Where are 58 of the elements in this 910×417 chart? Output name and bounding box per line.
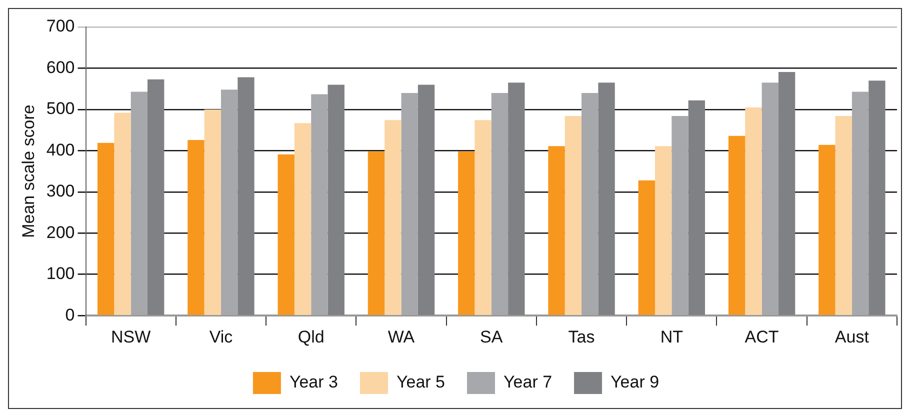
y-tick-label: 400 bbox=[46, 140, 75, 160]
y-tick-label: 600 bbox=[46, 58, 75, 77]
bar bbox=[220, 90, 238, 315]
bar bbox=[654, 146, 672, 315]
y-tick-label: 0 bbox=[65, 305, 75, 324]
bar bbox=[598, 82, 615, 315]
x-tick-label: SA bbox=[480, 327, 504, 346]
bar bbox=[278, 154, 294, 315]
y-tick-label: 200 bbox=[46, 222, 75, 242]
y-tick-label: 500 bbox=[46, 99, 75, 118]
legend-label: Year 9 bbox=[610, 372, 660, 392]
x-tick-label: ACT bbox=[744, 327, 779, 346]
bar bbox=[418, 84, 435, 315]
bar bbox=[188, 140, 204, 315]
bar bbox=[238, 77, 254, 315]
bar bbox=[401, 92, 418, 315]
x-tick-label: Qld bbox=[298, 327, 324, 346]
bar bbox=[852, 92, 869, 315]
bar bbox=[582, 92, 598, 315]
legend-label: Year 5 bbox=[396, 372, 446, 392]
bar bbox=[778, 72, 796, 315]
bar bbox=[474, 120, 492, 315]
bar bbox=[728, 136, 746, 315]
bar bbox=[868, 80, 886, 315]
bar bbox=[294, 123, 312, 315]
bar bbox=[688, 100, 706, 315]
bar bbox=[384, 120, 402, 315]
bar bbox=[458, 152, 475, 315]
bar bbox=[672, 116, 688, 315]
x-tick-label: Vic bbox=[209, 327, 234, 346]
bar bbox=[818, 144, 836, 315]
x-tick-label: WA bbox=[388, 327, 416, 346]
x-tick-label: Aust bbox=[834, 327, 870, 346]
x-tick-label: NSW bbox=[110, 327, 151, 346]
bar bbox=[148, 79, 164, 315]
x-tick-label: Tas bbox=[568, 327, 595, 346]
y-tick-label: 300 bbox=[46, 182, 75, 201]
y-tick-label: 700 bbox=[46, 16, 75, 36]
bar bbox=[130, 92, 148, 315]
y-tick-label: 100 bbox=[46, 264, 75, 284]
legend-label: Year 3 bbox=[289, 372, 338, 392]
bar bbox=[835, 116, 852, 315]
bar bbox=[114, 112, 131, 315]
bar bbox=[548, 146, 565, 315]
bar bbox=[638, 180, 655, 315]
bar bbox=[97, 142, 114, 315]
bar bbox=[564, 116, 582, 315]
bar bbox=[328, 84, 344, 315]
bar bbox=[311, 94, 328, 315]
bar bbox=[508, 82, 525, 315]
bar bbox=[204, 109, 221, 315]
legend-label: Year 7 bbox=[504, 372, 552, 392]
bar bbox=[745, 107, 762, 315]
x-tick-label: NT bbox=[660, 327, 683, 346]
bar bbox=[368, 152, 385, 315]
bar bbox=[762, 82, 778, 315]
bar bbox=[491, 92, 508, 315]
y-axis-title: Mean scale score bbox=[18, 104, 38, 238]
